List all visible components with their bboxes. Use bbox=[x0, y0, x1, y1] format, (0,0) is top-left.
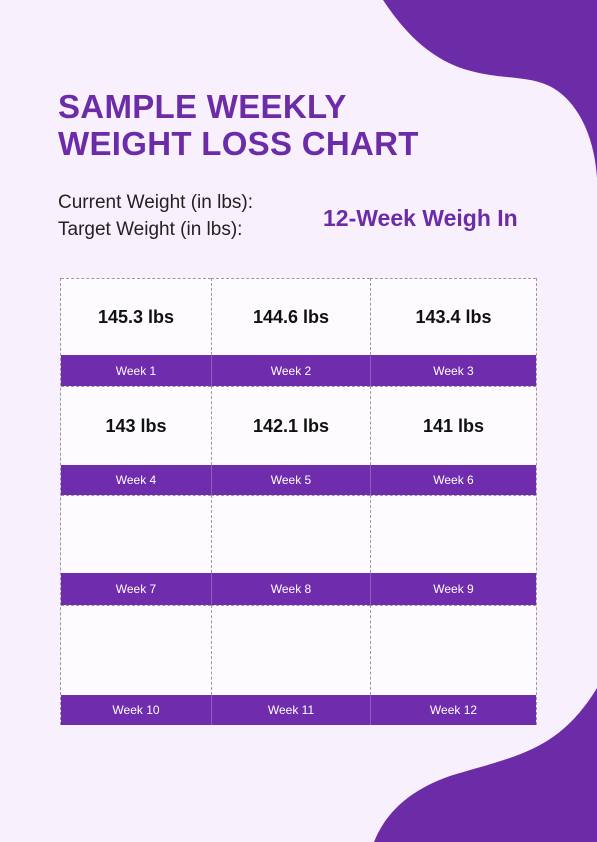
week-label-row: Week 10 Week 11 Week 12 bbox=[61, 695, 536, 725]
week-label-row: Week 7 Week 8 Week 9 bbox=[61, 573, 536, 605]
page-title: SAMPLE WEEKLY WEIGHT LOSS CHART bbox=[58, 88, 478, 162]
weight-value-row bbox=[61, 495, 536, 573]
week-label: Week 10 bbox=[61, 695, 211, 725]
weight-value-row: 143 lbs 142.1 lbs 141 lbs bbox=[61, 386, 536, 465]
week-label-row: Week 4 Week 5 Week 6 bbox=[61, 465, 536, 495]
weight-value-row: 145.3 lbs 144.6 lbs 143.4 lbs bbox=[61, 278, 536, 355]
week-label: Week 1 bbox=[61, 355, 211, 386]
weight-value-cell bbox=[61, 495, 211, 573]
weight-value-cell bbox=[211, 495, 370, 573]
weight-value-cell: 145.3 lbs bbox=[61, 278, 211, 355]
chart-subtitle: 12-Week Weigh In bbox=[323, 205, 518, 231]
week-label: Week 6 bbox=[370, 465, 536, 495]
top-right-blob bbox=[383, 0, 597, 178]
weigh-in-grid: 145.3 lbs 144.6 lbs 143.4 lbs Week 1 Wee… bbox=[60, 278, 537, 725]
week-label: Week 5 bbox=[211, 465, 370, 495]
weight-value-cell: 141 lbs bbox=[370, 386, 536, 465]
weight-value-cell bbox=[211, 605, 370, 695]
week-label: Week 12 bbox=[370, 695, 536, 725]
weight-value-cell bbox=[61, 605, 211, 695]
weight-value-cell: 143 lbs bbox=[61, 386, 211, 465]
weight-value-cell bbox=[370, 495, 536, 573]
weight-value-row bbox=[61, 605, 536, 695]
week-label-row: Week 1 Week 2 Week 3 bbox=[61, 355, 536, 386]
weight-value-cell: 142.1 lbs bbox=[211, 386, 370, 465]
title-line: WEIGHT LOSS CHART bbox=[58, 125, 419, 162]
week-label: Week 2 bbox=[211, 355, 370, 386]
title-line: SAMPLE WEEKLY bbox=[58, 88, 347, 125]
week-label: Week 4 bbox=[61, 465, 211, 495]
week-label: Week 3 bbox=[370, 355, 536, 386]
week-label: Week 7 bbox=[61, 573, 211, 605]
week-label: Week 8 bbox=[211, 573, 370, 605]
target-weight-label: Target Weight (in lbs): bbox=[58, 219, 243, 240]
week-label: Week 11 bbox=[211, 695, 370, 725]
bottom-right-blob bbox=[374, 688, 597, 842]
current-weight-label: Current Weight (in lbs): bbox=[58, 192, 253, 213]
weight-fields: Current Weight (in lbs): Target Weight (… bbox=[58, 189, 253, 243]
weight-value-cell bbox=[370, 605, 536, 695]
weight-value-cell: 144.6 lbs bbox=[211, 278, 370, 355]
weight-value-cell: 143.4 lbs bbox=[370, 278, 536, 355]
week-label: Week 9 bbox=[370, 573, 536, 605]
